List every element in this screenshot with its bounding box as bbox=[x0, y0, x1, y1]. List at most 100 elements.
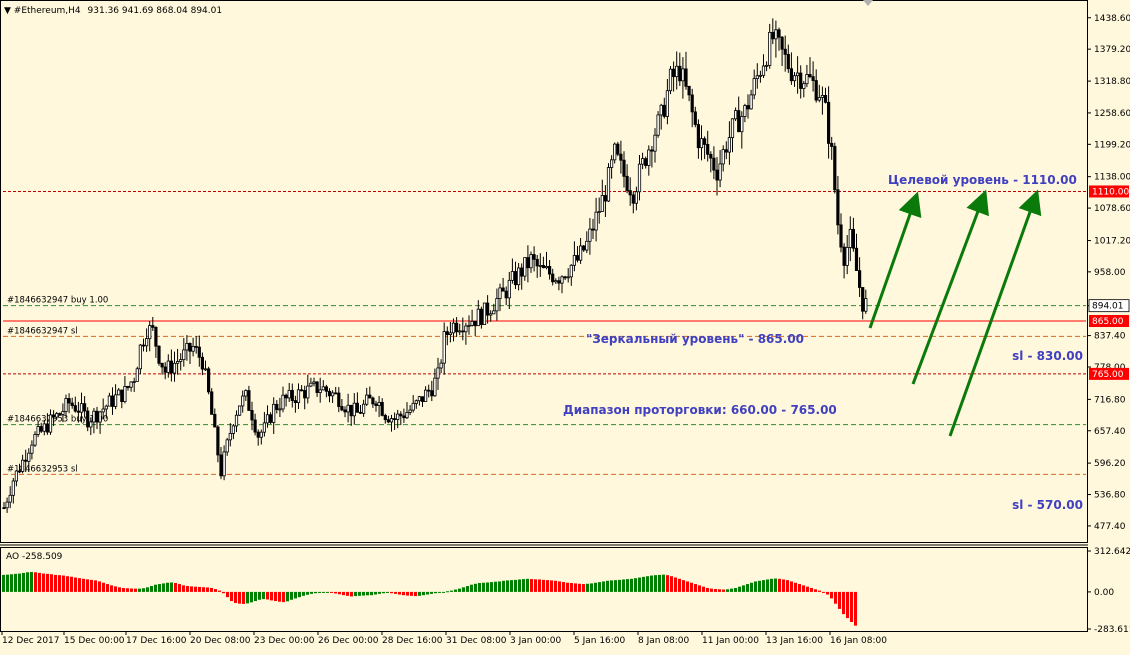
ao-bar bbox=[246, 591, 249, 604]
forecast-arrow[interactable] bbox=[948, 189, 1042, 437]
candle-body bbox=[154, 326, 158, 347]
candle-body bbox=[337, 392, 341, 407]
candle-body bbox=[752, 78, 756, 96]
candle-body bbox=[761, 65, 766, 76]
ao-bar bbox=[94, 580, 97, 592]
ao-bar bbox=[346, 591, 349, 596]
ao-bar bbox=[142, 588, 145, 592]
chart-annotation[interactable]: "Зеркальный уровень" - 865.00 bbox=[586, 332, 804, 346]
ao-bar bbox=[298, 591, 301, 598]
order-label: #1846632953 sl bbox=[7, 464, 78, 474]
candle-body bbox=[827, 101, 831, 144]
ao-bar bbox=[158, 584, 161, 592]
price-tick-label: 657.40 bbox=[1094, 427, 1126, 437]
ao-bar bbox=[826, 591, 829, 595]
candle-body bbox=[265, 414, 270, 424]
candle-body bbox=[569, 264, 573, 278]
ao-bar bbox=[442, 591, 445, 593]
candle-body bbox=[399, 413, 403, 417]
time-tick-label: 5 Jan 16:00 bbox=[574, 636, 626, 646]
chart-annotation[interactable]: sl - 570.00 bbox=[1012, 498, 1083, 512]
candle-body bbox=[504, 290, 508, 299]
candle-body bbox=[36, 426, 40, 435]
chart-annotation[interactable]: sl - 830.00 bbox=[1012, 349, 1083, 363]
ao-bar bbox=[86, 579, 89, 592]
chart-annotation[interactable]: Диапазон проторговки: 660.00 - 765.00 bbox=[563, 403, 837, 417]
candle-body bbox=[560, 276, 564, 284]
time-tick-label: 26 Dec 00:00 bbox=[318, 636, 379, 646]
candle-body bbox=[120, 389, 124, 403]
ao-bar bbox=[278, 591, 281, 602]
ao-bar bbox=[386, 591, 389, 593]
ao-bar bbox=[490, 582, 493, 592]
candle-body bbox=[138, 344, 142, 370]
symbol-label: ▼ #Ethereum,H4 931.36 941.69 868.04 894.… bbox=[4, 6, 222, 16]
ao-bar bbox=[506, 580, 509, 592]
candle-body bbox=[268, 414, 273, 423]
ao-bar bbox=[310, 591, 313, 594]
ao-bar bbox=[486, 582, 489, 592]
candle-body bbox=[175, 361, 180, 364]
candle-body bbox=[464, 325, 468, 333]
symbol-arrow-icon: ▼ bbox=[4, 6, 11, 16]
candle-body bbox=[662, 104, 666, 117]
candle-body bbox=[157, 345, 161, 364]
level-tag bbox=[1089, 367, 1129, 380]
candle-body bbox=[467, 324, 471, 327]
candle-body bbox=[858, 270, 862, 288]
candle-body bbox=[693, 111, 697, 125]
candle-body bbox=[622, 159, 626, 177]
ao-bar bbox=[482, 582, 485, 592]
symbol-ohlc: 931.36 941.69 868.04 894.01 bbox=[88, 6, 223, 16]
candle-body bbox=[42, 423, 46, 432]
candle-body bbox=[811, 76, 815, 81]
ao-bar bbox=[618, 579, 621, 592]
candle-body bbox=[343, 409, 347, 413]
candle-body bbox=[272, 403, 276, 423]
candle-body bbox=[833, 146, 837, 191]
ao-bar bbox=[270, 591, 273, 601]
candle-body bbox=[610, 159, 614, 168]
forecast-arrow[interactable] bbox=[868, 191, 922, 329]
ao-bar bbox=[702, 586, 705, 592]
candle-body bbox=[5, 501, 9, 509]
candle-body bbox=[14, 470, 18, 482]
level-tag bbox=[1089, 185, 1129, 198]
ao-bar bbox=[162, 583, 165, 592]
candle-body bbox=[823, 94, 828, 103]
ao-bar bbox=[30, 572, 33, 592]
candle-body bbox=[117, 389, 121, 396]
ao-tick-label: 0.00 bbox=[1094, 588, 1114, 598]
ao-bar bbox=[522, 579, 525, 592]
candle-body bbox=[405, 412, 409, 419]
time-tick-label: 31 Dec 08:00 bbox=[446, 636, 507, 646]
arrows-layer[interactable] bbox=[868, 189, 1042, 437]
ao-bar bbox=[530, 579, 533, 592]
ao-bar bbox=[238, 591, 241, 604]
price-tick-label: 716.80 bbox=[1094, 395, 1126, 405]
ao-bar bbox=[598, 582, 601, 592]
ao-bar bbox=[26, 572, 29, 592]
candle-body bbox=[58, 413, 62, 415]
level-tag-label: 765.00 bbox=[1092, 370, 1124, 380]
ao-bar bbox=[82, 578, 85, 592]
candle-body bbox=[392, 418, 397, 420]
ao-bar bbox=[422, 591, 425, 596]
ao-bar bbox=[22, 572, 25, 592]
ao-bar bbox=[378, 591, 381, 594]
chart-annotation[interactable]: Целевой уровень - 1110.00 bbox=[888, 173, 1077, 187]
candle-body bbox=[501, 287, 505, 292]
ao-bar bbox=[710, 588, 713, 592]
ao-bar bbox=[478, 583, 481, 592]
candle-body bbox=[420, 396, 425, 402]
ao-bar bbox=[110, 585, 113, 592]
candle-body bbox=[681, 68, 685, 82]
forecast-arrow[interactable] bbox=[911, 189, 989, 385]
candle-body bbox=[712, 157, 716, 171]
candle-body bbox=[551, 273, 555, 283]
candle-body bbox=[628, 190, 632, 196]
candle-body bbox=[39, 426, 43, 432]
ao-bar bbox=[626, 579, 629, 592]
shift-marker-icon[interactable] bbox=[863, 0, 873, 6]
